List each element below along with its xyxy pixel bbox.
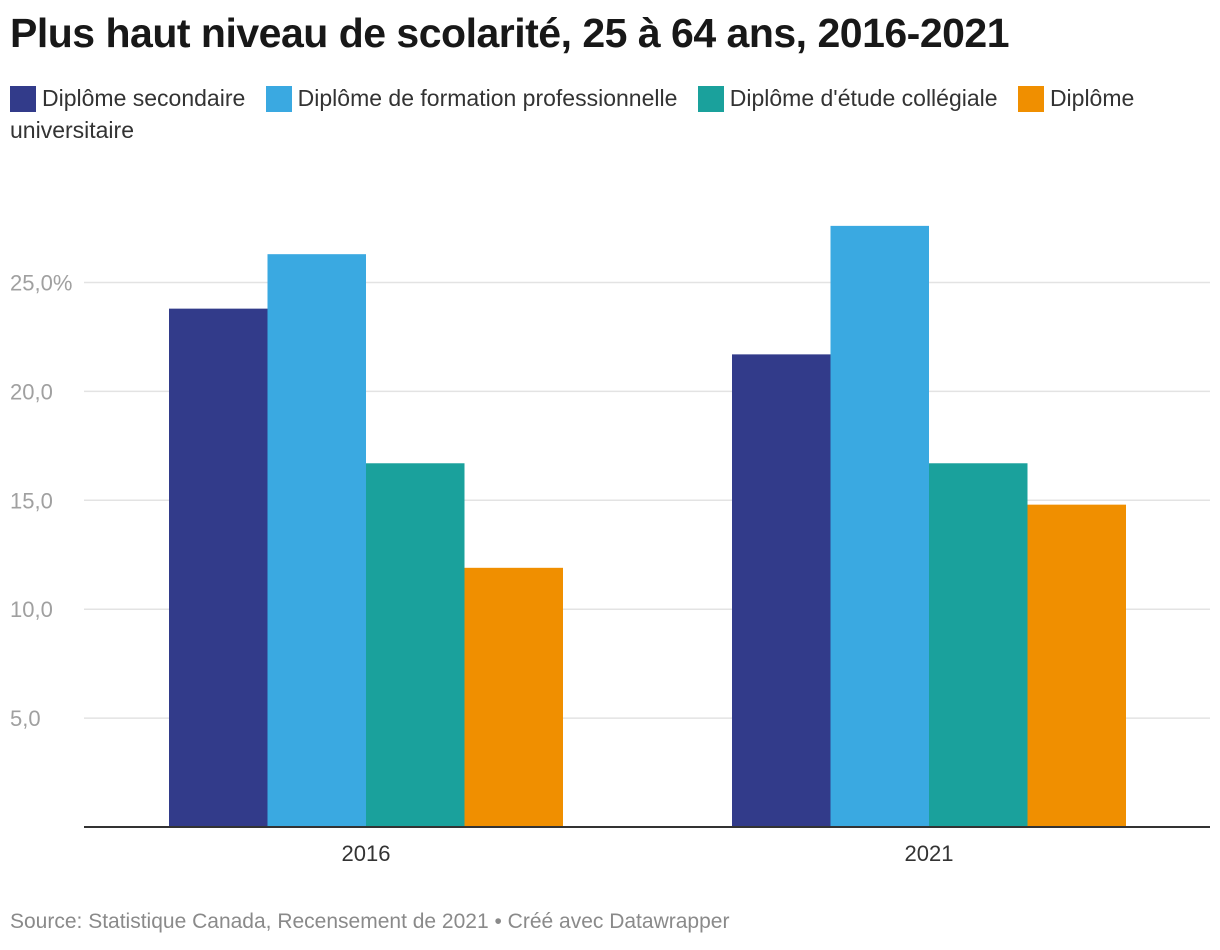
legend-swatch-universitaire [1017, 86, 1044, 112]
legend-label-secondaire: Diplôme secondaire [42, 85, 246, 111]
y-tick-label: 15,0 [10, 488, 53, 513]
legend-item-professionnelle: Diplôme de formation professionnelle [265, 85, 684, 112]
x-tick-label: 2016 [342, 841, 391, 866]
y-tick-label: 20,0 [10, 379, 53, 404]
y-tick-label: 5,0 [10, 706, 41, 731]
y-tick-label: 25,0% [10, 271, 72, 296]
bar [169, 308, 268, 827]
legend-swatch-collegiale [697, 86, 724, 112]
bar [366, 463, 465, 827]
bar [267, 254, 366, 827]
legend-label-collegiale: Diplôme d'étude collégiale [729, 85, 998, 111]
bar [830, 225, 929, 827]
legend-item-universitaire: Diplôme universitaire [10, 85, 1134, 143]
legend-item-secondaire: Diplôme secondaire [10, 85, 252, 112]
bar [732, 354, 831, 827]
bar [1027, 504, 1126, 827]
bar [929, 463, 1028, 827]
legend-label-universitaire: Diplôme universitaire [10, 85, 1135, 143]
legend-swatch-professionnelle [265, 86, 292, 112]
legend-label-professionnelle: Diplôme de formation professionnelle [297, 85, 678, 111]
legend-swatch-secondaire [10, 86, 36, 112]
x-tick-label: 2021 [905, 841, 954, 866]
bar-chart: 5,0 10,0 15,0 20,0 25,0% 2016 2021 [10, 225, 1210, 866]
y-tick-label: 10,0 [10, 597, 53, 622]
source-footer: Source: Statistique Canada, Recensement … [10, 910, 730, 933]
legend-item-collegiale: Diplôme d'étude collégiale [697, 85, 1004, 112]
bar [464, 567, 563, 827]
chart-title: Plus haut niveau de scolarité, 25 à 64 a… [10, 10, 1010, 56]
legend: Diplôme secondaire Diplôme de formation … [10, 82, 1205, 146]
